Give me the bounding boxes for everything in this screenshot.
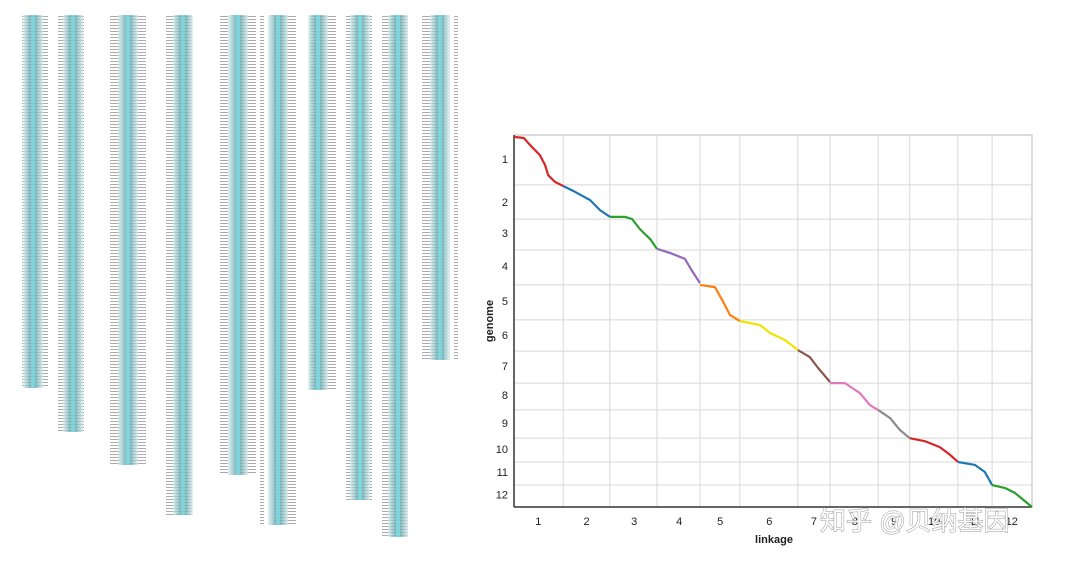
- series-line: [957, 460, 994, 486]
- x-tick-label: 8: [852, 516, 858, 528]
- chromosome-axis: [31, 15, 35, 388]
- x-tick-label: 7: [811, 516, 817, 528]
- series-line: [656, 247, 701, 284]
- x-tick-label: 6: [766, 516, 772, 528]
- y-tick-label: 6: [502, 330, 508, 342]
- x-axis-label: linkage: [755, 534, 793, 546]
- y-tick-label: 5: [502, 296, 508, 308]
- chromosome-axis: [276, 15, 280, 525]
- chromosome-axis: [126, 15, 130, 465]
- series-line: [797, 349, 831, 383]
- chromosome-axis: [71, 15, 75, 432]
- series-line: [829, 382, 879, 411]
- y-tick-label: 10: [496, 444, 508, 456]
- y-tick-label: 11: [497, 467, 508, 479]
- chromosome-axis: [438, 15, 442, 360]
- chromosome-axis: [396, 15, 400, 537]
- y-axis-label: genome: [484, 300, 496, 342]
- y-tick-label: 9: [502, 418, 508, 430]
- series-line: [513, 135, 564, 187]
- series-line: [909, 437, 959, 463]
- series-line: [609, 215, 658, 250]
- x-tick-label: 1: [535, 516, 541, 528]
- x-tick-label: 10: [928, 516, 940, 528]
- x-tick-label: 3: [631, 516, 637, 528]
- x-tick-label: 9: [891, 516, 897, 528]
- y-tick-label: 8: [502, 390, 508, 402]
- x-tick-label: 2: [583, 516, 589, 528]
- x-tick-label: 5: [717, 516, 723, 528]
- series-line: [562, 184, 611, 218]
- chromosome-axis: [236, 15, 240, 475]
- x-tick-label: 11: [969, 516, 980, 528]
- series-line: [739, 319, 799, 351]
- watermark: 知乎 @贝纳基因: [820, 506, 1010, 536]
- y-tick-label: 2: [502, 197, 508, 209]
- series-line: [877, 409, 911, 440]
- chromosome-axis: [358, 15, 362, 500]
- y-tick-label: 7: [502, 361, 508, 373]
- plot-area: [513, 134, 1033, 508]
- x-tick-label: 12: [1006, 516, 1018, 528]
- y-tick-label: 3: [502, 228, 508, 240]
- y-tick-label: 1: [502, 154, 508, 166]
- series-line: [699, 283, 741, 322]
- chart: linkage genome 1 2 3 4 5 6 7 8 9 10 11 121234567891…: [484, 134, 1033, 546]
- series-line: [991, 483, 1033, 508]
- linkage-maps: [15, 15, 458, 537]
- y-tick-label: 12: [496, 490, 508, 502]
- x-tick-label: 4: [676, 516, 682, 528]
- chromosome-axis: [316, 15, 320, 390]
- y-tick-label: 4: [502, 261, 508, 273]
- chromosome-axis: [181, 15, 185, 515]
